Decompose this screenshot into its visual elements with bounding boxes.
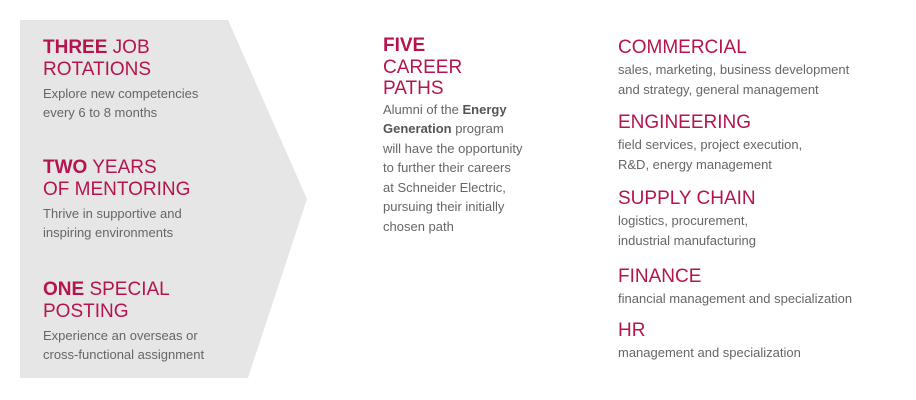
desc-line1: logistics, procurement,	[618, 213, 749, 228]
path-title: SUPPLY CHAIN	[618, 188, 756, 209]
desc-text: will have the opportunity	[383, 140, 523, 156]
desc-line1: Thrive in supportive and	[43, 206, 182, 221]
desc-line2: and strategy, general management	[618, 81, 819, 97]
desc-line1: management and specialization	[618, 345, 801, 360]
path-title: FINANCE	[618, 266, 702, 287]
one-special-posting-block: ONE SPECIAL POSTING Experience an overse…	[43, 279, 204, 364]
desc-line1: sales, marketing, business development	[618, 62, 850, 77]
path-commercial: COMMERCIAL sales, marketing, business de…	[618, 37, 908, 99]
desc-text: pursuing their initially	[383, 199, 505, 214]
block-title: TWO YEARS OF MENTORING	[43, 157, 190, 201]
title-line2: ROTATIONS	[43, 59, 152, 80]
block-title: FIVE CAREER PATHS	[383, 35, 553, 100]
desc-line2: every 6 to 8 months	[43, 105, 158, 120]
desc-line2: industrial manufacturing	[618, 232, 757, 248]
title-bold: ONE	[43, 279, 85, 300]
title-line2: OF MENTORING	[43, 179, 191, 200]
path-title: COMMERCIAL	[618, 37, 747, 58]
block-title: ONE SPECIAL POSTING	[43, 279, 204, 323]
block-description: Alumni of the Energy Generation program …	[383, 100, 553, 237]
title-bold: FIVE	[383, 35, 426, 56]
desc-text: at Schneider Electric,	[383, 179, 506, 195]
path-description: management and specialization	[618, 343, 908, 363]
block-description: Thrive in supportive and inspiring envir…	[43, 204, 190, 242]
desc-bold: Energy	[462, 101, 507, 117]
path-title: HR	[618, 320, 646, 341]
path-description: logistics, procurement, industrial manuf…	[618, 211, 908, 250]
title-rest: YEARS	[87, 157, 157, 178]
two-years-mentoring-block: TWO YEARS OF MENTORING Thrive in support…	[43, 157, 190, 242]
path-description: financial management and specialization	[618, 289, 908, 309]
title-bold: THREE	[43, 37, 108, 58]
path-supply-chain: SUPPLY CHAIN logistics, procurement, ind…	[618, 188, 908, 250]
desc-text: chosen path	[383, 218, 454, 234]
block-description: Experience an overseas or cross-function…	[43, 326, 204, 364]
five-career-paths-block: FIVE CAREER PATHS Alumni of the Energy G…	[383, 35, 553, 236]
desc-line2: inspiring environments	[43, 225, 174, 240]
path-hr: HR management and specialization	[618, 320, 908, 363]
desc-line1: financial management and specialization	[618, 291, 853, 306]
desc-line1: Explore new competencies	[43, 86, 199, 101]
desc-line1: field services, project execution,	[618, 137, 803, 152]
path-description: field services, project execution, R&D, …	[618, 135, 908, 174]
three-job-rotations-block: THREE JOB ROTATIONS Explore new competen…	[43, 37, 198, 122]
path-title: ENGINEERING	[618, 112, 752, 133]
path-description: sales, marketing, business development a…	[618, 60, 908, 99]
path-engineering: ENGINEERING field services, project exec…	[618, 112, 908, 174]
block-title: THREE JOB ROTATIONS	[43, 37, 198, 81]
desc-line1: Experience an overseas or	[43, 328, 198, 343]
block-description: Explore new competencies every 6 to 8 mo…	[43, 84, 198, 122]
desc-text: program	[451, 121, 504, 136]
desc-text: to further their careers	[383, 160, 511, 175]
path-finance: FINANCE financial management and special…	[618, 266, 908, 309]
title-line3: PATHS	[383, 78, 444, 99]
title-rest: SPECIAL	[84, 279, 170, 300]
desc-bold: Generation	[383, 121, 452, 136]
desc-line2: cross-functional assignment	[43, 347, 205, 362]
title-bold: TWO	[43, 157, 88, 178]
title-line2: POSTING	[43, 301, 129, 322]
title-line2: CAREER	[383, 56, 463, 78]
title-rest: JOB	[107, 37, 150, 58]
desc-text: Alumni of the	[383, 101, 463, 117]
desc-line2: R&D, energy management	[618, 156, 772, 172]
